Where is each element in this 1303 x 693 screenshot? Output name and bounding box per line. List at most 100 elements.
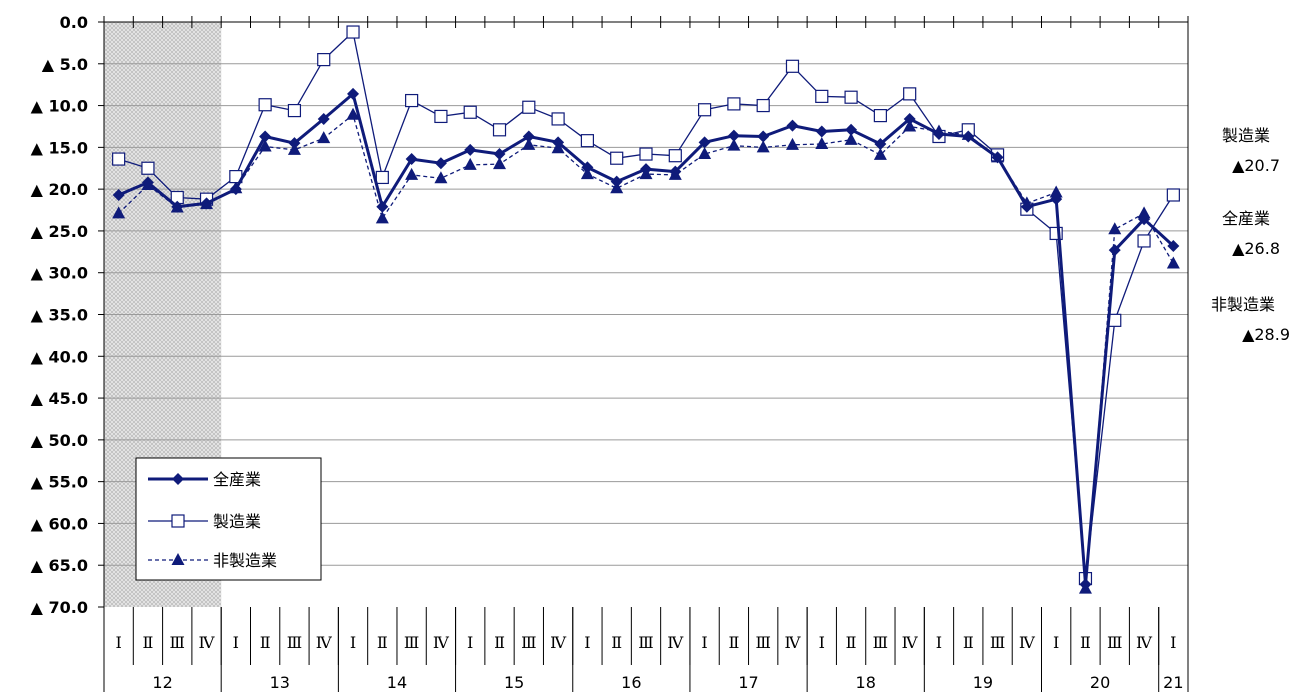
y-tick-label: ▲ 40.0: [31, 347, 88, 366]
end-label-name: 製造業: [1222, 126, 1270, 145]
y-tick-label: ▲ 65.0: [31, 556, 88, 575]
data-point: [287, 103, 302, 118]
data-point: [727, 97, 741, 111]
data-point: [1050, 193, 1063, 206]
quarter-label: Ⅱ: [1080, 633, 1091, 652]
quarter-label: Ⅱ: [494, 633, 505, 652]
data-point: [903, 119, 917, 132]
data-point: [785, 137, 799, 150]
data-point: [815, 89, 829, 103]
quarter-label: Ⅰ: [819, 633, 825, 652]
data-point: [288, 137, 301, 150]
end-label-name: 非製造業: [1211, 295, 1275, 314]
quarter-label: Ⅳ: [784, 633, 801, 652]
quarter-label: Ⅲ: [990, 633, 1005, 652]
data-point: [1079, 578, 1092, 591]
y-tick-label: ▲ 70.0: [31, 598, 88, 617]
data-point: [639, 147, 653, 161]
data-point: [874, 138, 887, 151]
data-point: [463, 157, 477, 170]
quarter-label: Ⅰ: [115, 633, 121, 652]
data-point: [434, 157, 447, 170]
data-point: [1108, 244, 1121, 257]
quarter-label: Ⅳ: [550, 633, 567, 652]
y-tick-label: ▲ 45.0: [31, 389, 88, 408]
data-point: [727, 138, 741, 151]
quarter-label: Ⅱ: [963, 633, 974, 652]
legend-marker: [171, 514, 185, 528]
data-point: [873, 108, 887, 123]
data-point: [903, 87, 917, 101]
data-point: [962, 130, 975, 143]
year-label: 15: [504, 673, 524, 692]
data-point: [1166, 188, 1180, 202]
data-point: [464, 143, 477, 156]
data-point: [317, 53, 331, 67]
data-point: [346, 25, 360, 39]
data-point: [1166, 256, 1180, 269]
data-point: [1108, 222, 1122, 235]
quarter-label: Ⅰ: [1053, 633, 1059, 652]
data-point: [522, 130, 535, 143]
data-point: [258, 139, 272, 152]
legend-marker: [171, 553, 185, 565]
quarter-label: Ⅱ: [611, 633, 622, 652]
data-point: [669, 165, 682, 178]
legend-marker: [172, 473, 184, 485]
year-label: 13: [270, 673, 290, 692]
data-point: [434, 109, 448, 124]
end-label-value: ▲26.8: [1232, 239, 1280, 258]
quarter-label: Ⅱ: [143, 633, 154, 652]
data-point: [492, 123, 507, 137]
data-point: [258, 98, 272, 112]
quarter-label: Ⅱ: [260, 633, 271, 652]
data-point: [580, 134, 595, 148]
quarter-label: Ⅲ: [1107, 633, 1122, 652]
quarter-label: Ⅳ: [902, 633, 919, 652]
y-tick-label: ▲ 35.0: [31, 306, 88, 325]
data-point: [375, 211, 389, 224]
end-label-name: 全産業: [1222, 209, 1270, 228]
quarter-label: Ⅱ: [728, 633, 739, 652]
quarter-label: Ⅰ: [936, 633, 942, 652]
quarter-label: Ⅳ: [433, 633, 450, 652]
y-tick-label: ▲ 25.0: [31, 222, 88, 241]
quarter-label: Ⅱ: [846, 633, 857, 652]
year-label: 19: [973, 673, 993, 692]
data-point: [1138, 213, 1151, 226]
legend-box: [135, 457, 322, 581]
data-point: [668, 149, 682, 163]
data-point: [259, 130, 272, 143]
quarter-label: Ⅳ: [316, 633, 333, 652]
data-point: [376, 200, 389, 213]
data-point: [873, 147, 887, 160]
legend-label: 製造業: [213, 512, 261, 531]
data-point: [815, 125, 828, 138]
data-point: [698, 147, 712, 160]
data-point: [405, 153, 418, 166]
data-point: [610, 151, 624, 165]
y-tick-label: ▲ 30.0: [31, 264, 88, 283]
data-point: [317, 131, 331, 144]
year-label: 20: [1090, 673, 1110, 692]
quarter-label: Ⅰ: [467, 633, 473, 652]
data-point: [756, 98, 770, 113]
data-point: [815, 137, 829, 150]
data-point: [1049, 185, 1063, 198]
data-point: [991, 151, 1004, 164]
year-label: 14: [387, 673, 407, 692]
data-point: [493, 148, 506, 161]
data-point: [932, 127, 945, 140]
end-label-value: ▲28.9: [1242, 325, 1290, 344]
y-tick-label: ▲ 60.0: [31, 514, 88, 533]
data-point: [463, 105, 477, 119]
data-point: [405, 93, 419, 108]
data-point: [141, 161, 155, 175]
quarter-label: Ⅲ: [170, 633, 185, 652]
data-point: [697, 103, 712, 117]
data-point: [1108, 313, 1122, 327]
data-point: [171, 200, 184, 213]
data-point: [552, 136, 565, 149]
data-point: [346, 107, 360, 120]
